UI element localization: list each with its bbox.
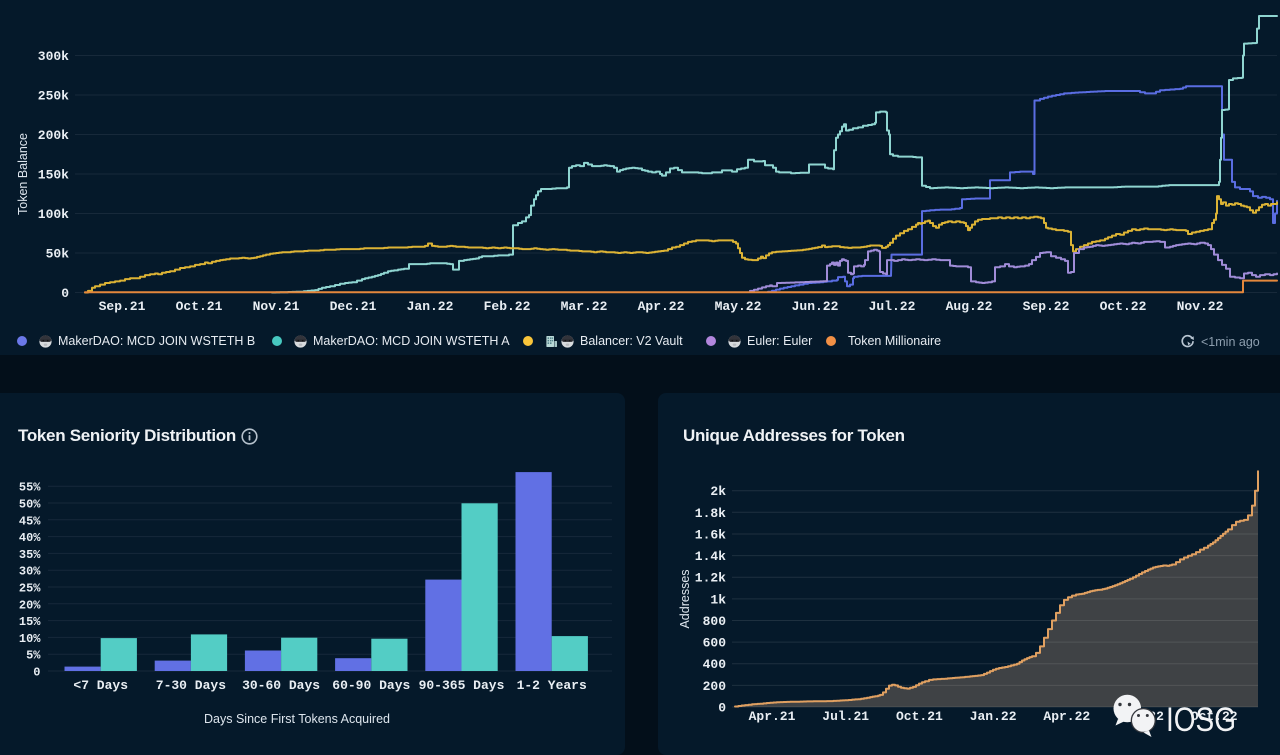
- svg-text:200: 200: [703, 679, 727, 694]
- svg-text:Oct.21: Oct.21: [896, 709, 943, 724]
- svg-text:1.4k: 1.4k: [695, 549, 726, 564]
- svg-text:800: 800: [703, 614, 727, 629]
- svg-text:Apr.21: Apr.21: [749, 709, 796, 724]
- svg-text:50k: 50k: [46, 247, 70, 262]
- svg-text:10%: 10%: [19, 632, 41, 646]
- svg-text:Dec.21: Dec.21: [330, 299, 377, 314]
- svg-text:Sep.22: Sep.22: [1023, 299, 1070, 314]
- svg-text:1-2 Years: 1-2 Years: [517, 678, 587, 693]
- svg-text:Oct.22: Oct.22: [1100, 299, 1147, 314]
- svg-text:300k: 300k: [38, 49, 69, 64]
- svg-text:2k: 2k: [710, 484, 726, 499]
- svg-text:0: 0: [718, 701, 726, 716]
- svg-text:Addresses: Addresses: [678, 569, 692, 628]
- svg-text:1.2k: 1.2k: [695, 571, 726, 586]
- svg-text:Nov.21: Nov.21: [253, 299, 300, 314]
- svg-text:1k: 1k: [710, 592, 726, 607]
- svg-text:Jul.22: Jul.22: [869, 299, 916, 314]
- svg-text:Sep.21: Sep.21: [99, 299, 146, 314]
- svg-text:IOSG: IOSG: [1166, 701, 1236, 739]
- svg-text:600: 600: [703, 636, 727, 651]
- svg-text:0: 0: [33, 666, 40, 680]
- svg-text:35%: 35%: [19, 548, 41, 562]
- svg-text:30-60 Days: 30-60 Days: [242, 678, 320, 693]
- svg-text:0: 0: [61, 286, 69, 301]
- svg-text:Jun.22: Jun.22: [792, 299, 839, 314]
- svg-text:5%: 5%: [26, 649, 41, 663]
- svg-text:Nov.22: Nov.22: [1177, 299, 1224, 314]
- svg-text:90-365 Days: 90-365 Days: [419, 678, 505, 693]
- svg-text:Mar.22: Mar.22: [561, 299, 608, 314]
- svg-text:Apr.22: Apr.22: [1043, 709, 1090, 724]
- svg-text:Feb.22: Feb.22: [484, 299, 531, 314]
- svg-text:Jan.22: Jan.22: [407, 299, 454, 314]
- svg-text:Days Since First Tokens Acquir: Days Since First Tokens Acquired: [204, 712, 390, 726]
- svg-text:400: 400: [703, 657, 727, 672]
- svg-text:<7 Days: <7 Days: [73, 678, 128, 693]
- svg-text:Jan.22: Jan.22: [970, 709, 1017, 724]
- svg-text:1.8k: 1.8k: [695, 506, 726, 521]
- svg-text:20%: 20%: [19, 598, 41, 612]
- svg-text:250k: 250k: [38, 89, 69, 104]
- svg-text:Oct.22: Oct.22: [1191, 709, 1238, 724]
- svg-text:Aug.22: Aug.22: [946, 299, 993, 314]
- svg-text:25%: 25%: [19, 582, 41, 596]
- svg-text:1.6k: 1.6k: [695, 528, 726, 543]
- svg-text:200k: 200k: [38, 128, 69, 143]
- svg-text:60-90 Days: 60-90 Days: [332, 678, 410, 693]
- svg-text:Apr.22: Apr.22: [638, 299, 685, 314]
- svg-text:40%: 40%: [19, 531, 41, 545]
- svg-text:15%: 15%: [19, 615, 41, 629]
- svg-text:7-30 Days: 7-30 Days: [156, 678, 226, 693]
- svg-text:Token Balance: Token Balance: [16, 133, 30, 215]
- svg-text:45%: 45%: [19, 514, 41, 528]
- svg-text:100k: 100k: [38, 207, 69, 222]
- svg-text:50%: 50%: [19, 498, 41, 512]
- svg-text:Jul.21: Jul.21: [822, 709, 869, 724]
- svg-text:150k: 150k: [38, 168, 69, 183]
- svg-text:55%: 55%: [19, 481, 41, 495]
- svg-text:30%: 30%: [19, 565, 41, 579]
- svg-text:Oct.21: Oct.21: [176, 299, 223, 314]
- svg-text:May.22: May.22: [715, 299, 762, 314]
